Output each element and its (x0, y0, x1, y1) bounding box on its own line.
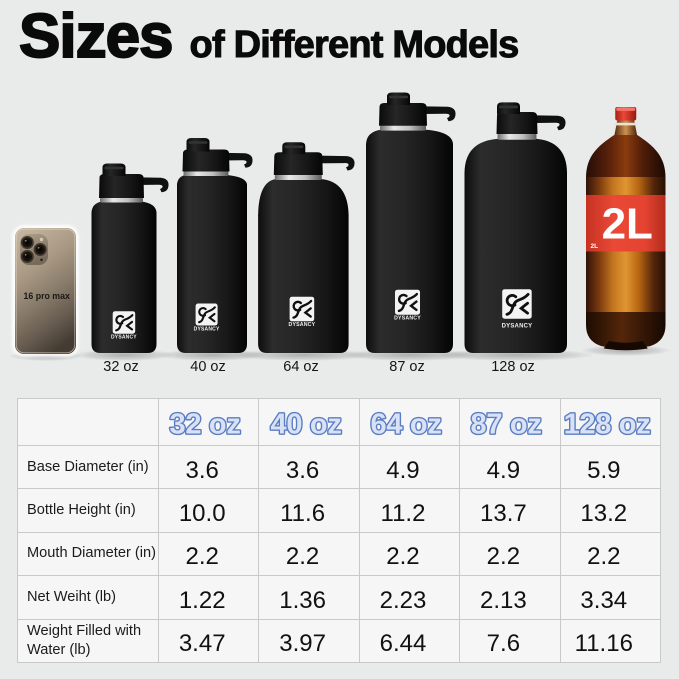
svg-text:DYSANCY: DYSANCY (111, 335, 137, 341)
svg-text:16 pro max: 16 pro max (23, 291, 70, 301)
svg-text:2L: 2L (602, 200, 653, 249)
svg-text:DYSANCY: DYSANCY (502, 324, 533, 330)
svg-text:32 oz: 32 oz (170, 409, 241, 441)
svg-text:40 oz: 40 oz (270, 409, 341, 441)
svg-text:DYSANCY: DYSANCY (394, 316, 421, 322)
svg-text:DYSANCY: DYSANCY (194, 327, 220, 333)
svg-text:128 oz: 128 oz (563, 409, 650, 441)
svg-text:64 oz: 64 oz (370, 409, 441, 441)
svg-text:2L: 2L (591, 243, 599, 250)
svg-text:87 oz: 87 oz (471, 409, 542, 441)
svg-text:DYSANCY: DYSANCY (289, 322, 316, 328)
